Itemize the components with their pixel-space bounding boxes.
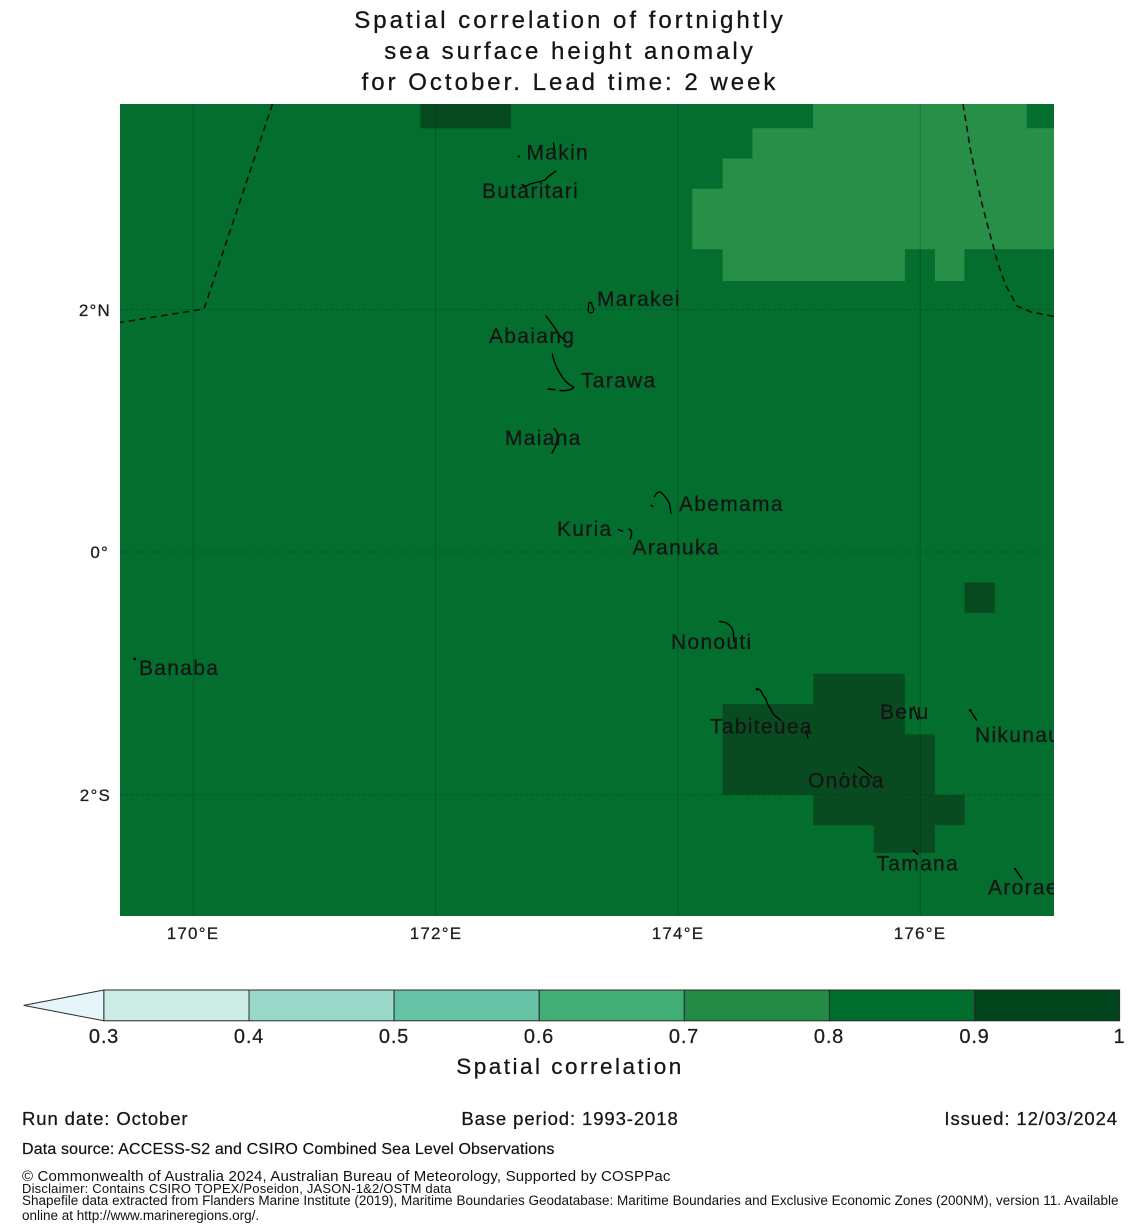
- svg-text:Tamana: Tamana: [877, 853, 960, 876]
- svg-text:Marakei: Marakei: [597, 288, 681, 311]
- svg-text:Tarawa: Tarawa: [581, 370, 657, 393]
- svg-text:Beru: Beru: [880, 701, 930, 724]
- svg-text:Abemama: Abemama: [679, 493, 784, 516]
- svg-text:Abaiang: Abaiang: [489, 325, 575, 348]
- svg-text:Nonouti: Nonouti: [671, 631, 752, 654]
- svg-text:Makin: Makin: [527, 142, 590, 165]
- svg-text:Kuria: Kuria: [557, 518, 613, 541]
- svg-text:Butaritari: Butaritari: [482, 180, 579, 203]
- svg-text:Aranuka: Aranuka: [633, 537, 720, 560]
- svg-text:Tabiteuea: Tabiteuea: [710, 715, 813, 738]
- svg-text:Maiana: Maiana: [505, 427, 582, 450]
- svg-text:Onotoa: Onotoa: [808, 769, 885, 792]
- svg-text:Banaba: Banaba: [139, 657, 219, 680]
- svg-text:Arorae: Arorae: [988, 877, 1054, 900]
- svg-text:Nikunau: Nikunau: [975, 724, 1054, 747]
